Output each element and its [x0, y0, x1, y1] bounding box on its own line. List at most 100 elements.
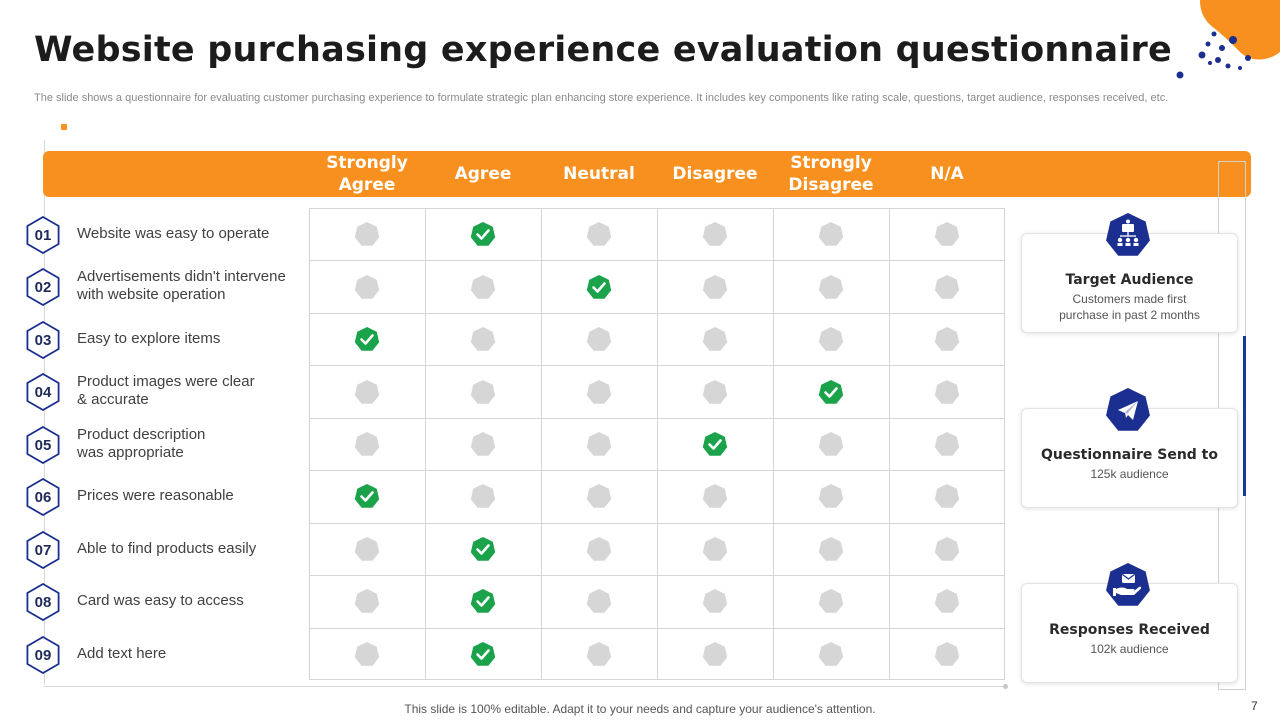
hexagon-badge-icon — [26, 636, 60, 674]
column-header-line2: Agree — [338, 175, 396, 195]
empty-option-icon[interactable] — [470, 274, 496, 300]
corner-decoration — [1176, 0, 1280, 79]
question-text-line1: Able to find products easily — [77, 540, 257, 557]
hexagon-badge-icon — [26, 426, 60, 464]
hexagon-badge-icon — [26, 531, 60, 569]
empty-option-icon[interactable] — [934, 221, 960, 247]
empty-option-icon[interactable] — [818, 536, 844, 562]
bottom-line — [44, 686, 1004, 687]
question-text: Add text here — [77, 628, 307, 680]
grid-column-divider — [657, 208, 658, 680]
grid-row-divider — [309, 628, 1005, 629]
empty-option-icon[interactable] — [934, 274, 960, 300]
empty-option-icon[interactable] — [702, 483, 728, 509]
empty-option-icon[interactable] — [354, 221, 380, 247]
question-text-line2: & accurate — [77, 391, 149, 408]
empty-option-icon[interactable] — [586, 326, 612, 352]
question-number: 07 — [34, 541, 52, 559]
empty-option-icon[interactable] — [818, 483, 844, 509]
question-row: 09 Add text here — [24, 628, 309, 680]
empty-option-icon[interactable] — [470, 483, 496, 509]
empty-option-icon[interactable] — [934, 536, 960, 562]
empty-option-icon[interactable] — [934, 379, 960, 405]
checkmark-icon[interactable] — [354, 483, 380, 509]
column-header-line1: Neutral — [563, 164, 635, 184]
question-text-line1: Product description — [77, 426, 206, 443]
column-header-line1: Strongly — [326, 153, 408, 173]
empty-option-icon[interactable] — [470, 326, 496, 352]
empty-option-icon[interactable] — [702, 326, 728, 352]
empty-option-icon[interactable] — [818, 588, 844, 614]
empty-option-icon[interactable] — [470, 431, 496, 457]
empty-option-icon[interactable] — [354, 641, 380, 667]
grid-row-divider — [309, 365, 1005, 366]
hexagon-badge-icon — [26, 268, 60, 306]
empty-option-icon[interactable] — [354, 431, 380, 457]
question-number: 06 — [34, 488, 52, 506]
empty-option-icon[interactable] — [702, 274, 728, 300]
info-card: Questionnaire Send to 125k audience — [1021, 408, 1238, 508]
question-number: 04 — [34, 383, 52, 401]
question-text: Website was easy to operate — [77, 208, 307, 260]
empty-option-icon[interactable] — [818, 274, 844, 300]
checkmark-icon[interactable] — [586, 274, 612, 300]
hexagon-badge-icon — [26, 583, 60, 621]
info-card-desc-line1: Customers made first — [1072, 292, 1187, 306]
empty-option-icon[interactable] — [586, 536, 612, 562]
question-text: Able to find products easily — [77, 523, 307, 575]
grid-column-divider — [425, 208, 426, 680]
hexagon-badge-icon — [26, 216, 60, 254]
empty-option-icon[interactable] — [354, 536, 380, 562]
page-number: 7 — [1251, 699, 1258, 713]
info-card-title: Responses Received — [1049, 622, 1210, 638]
right-accent-bar — [1243, 336, 1246, 496]
empty-option-icon[interactable] — [818, 326, 844, 352]
question-text-line1: Card was easy to access — [77, 592, 244, 609]
hexagon-badge-icon — [26, 478, 60, 516]
empty-option-icon[interactable] — [702, 221, 728, 247]
checkmark-icon[interactable] — [470, 536, 496, 562]
question-number: 09 — [34, 646, 52, 664]
column-header-line1: Disagree — [672, 164, 758, 184]
empty-option-icon[interactable] — [586, 588, 612, 614]
empty-option-icon[interactable] — [818, 221, 844, 247]
empty-option-icon[interactable] — [354, 588, 380, 614]
grid-column-divider — [773, 208, 774, 680]
empty-option-icon[interactable] — [934, 588, 960, 614]
empty-option-icon[interactable] — [586, 379, 612, 405]
empty-option-icon[interactable] — [354, 379, 380, 405]
question-row: 01 Website was easy to operate — [24, 208, 309, 260]
column-header-1: Agree — [425, 151, 541, 197]
empty-option-icon[interactable] — [586, 431, 612, 457]
empty-option-icon[interactable] — [702, 536, 728, 562]
question-number: 02 — [34, 278, 52, 296]
question-number: 05 — [34, 436, 52, 454]
column-header-0: Strongly Agree — [309, 151, 425, 197]
empty-option-icon[interactable] — [470, 379, 496, 405]
checkmark-icon[interactable] — [354, 326, 380, 352]
question-text: Product description was appropriate — [77, 418, 307, 470]
empty-option-icon[interactable] — [702, 588, 728, 614]
empty-option-icon[interactable] — [818, 641, 844, 667]
empty-option-icon[interactable] — [934, 326, 960, 352]
info-card-title: Questionnaire Send to — [1040, 447, 1218, 463]
checkmark-icon[interactable] — [470, 641, 496, 667]
question-number: 01 — [34, 226, 52, 244]
checkmark-icon[interactable] — [702, 431, 728, 457]
question-row: 05 Product description was appropriate — [24, 418, 309, 470]
checkmark-icon[interactable] — [470, 221, 496, 247]
checkmark-icon[interactable] — [470, 588, 496, 614]
empty-option-icon[interactable] — [586, 483, 612, 509]
question-text-line1: Advertisements didn't intervene — [77, 268, 286, 285]
empty-option-icon[interactable] — [934, 483, 960, 509]
column-header-4: Strongly Disagree — [773, 151, 889, 197]
empty-option-icon[interactable] — [934, 641, 960, 667]
empty-option-icon[interactable] — [586, 221, 612, 247]
empty-option-icon[interactable] — [818, 431, 844, 457]
empty-option-icon[interactable] — [702, 379, 728, 405]
empty-option-icon[interactable] — [586, 641, 612, 667]
empty-option-icon[interactable] — [934, 431, 960, 457]
empty-option-icon[interactable] — [354, 274, 380, 300]
checkmark-icon[interactable] — [818, 379, 844, 405]
empty-option-icon[interactable] — [702, 641, 728, 667]
